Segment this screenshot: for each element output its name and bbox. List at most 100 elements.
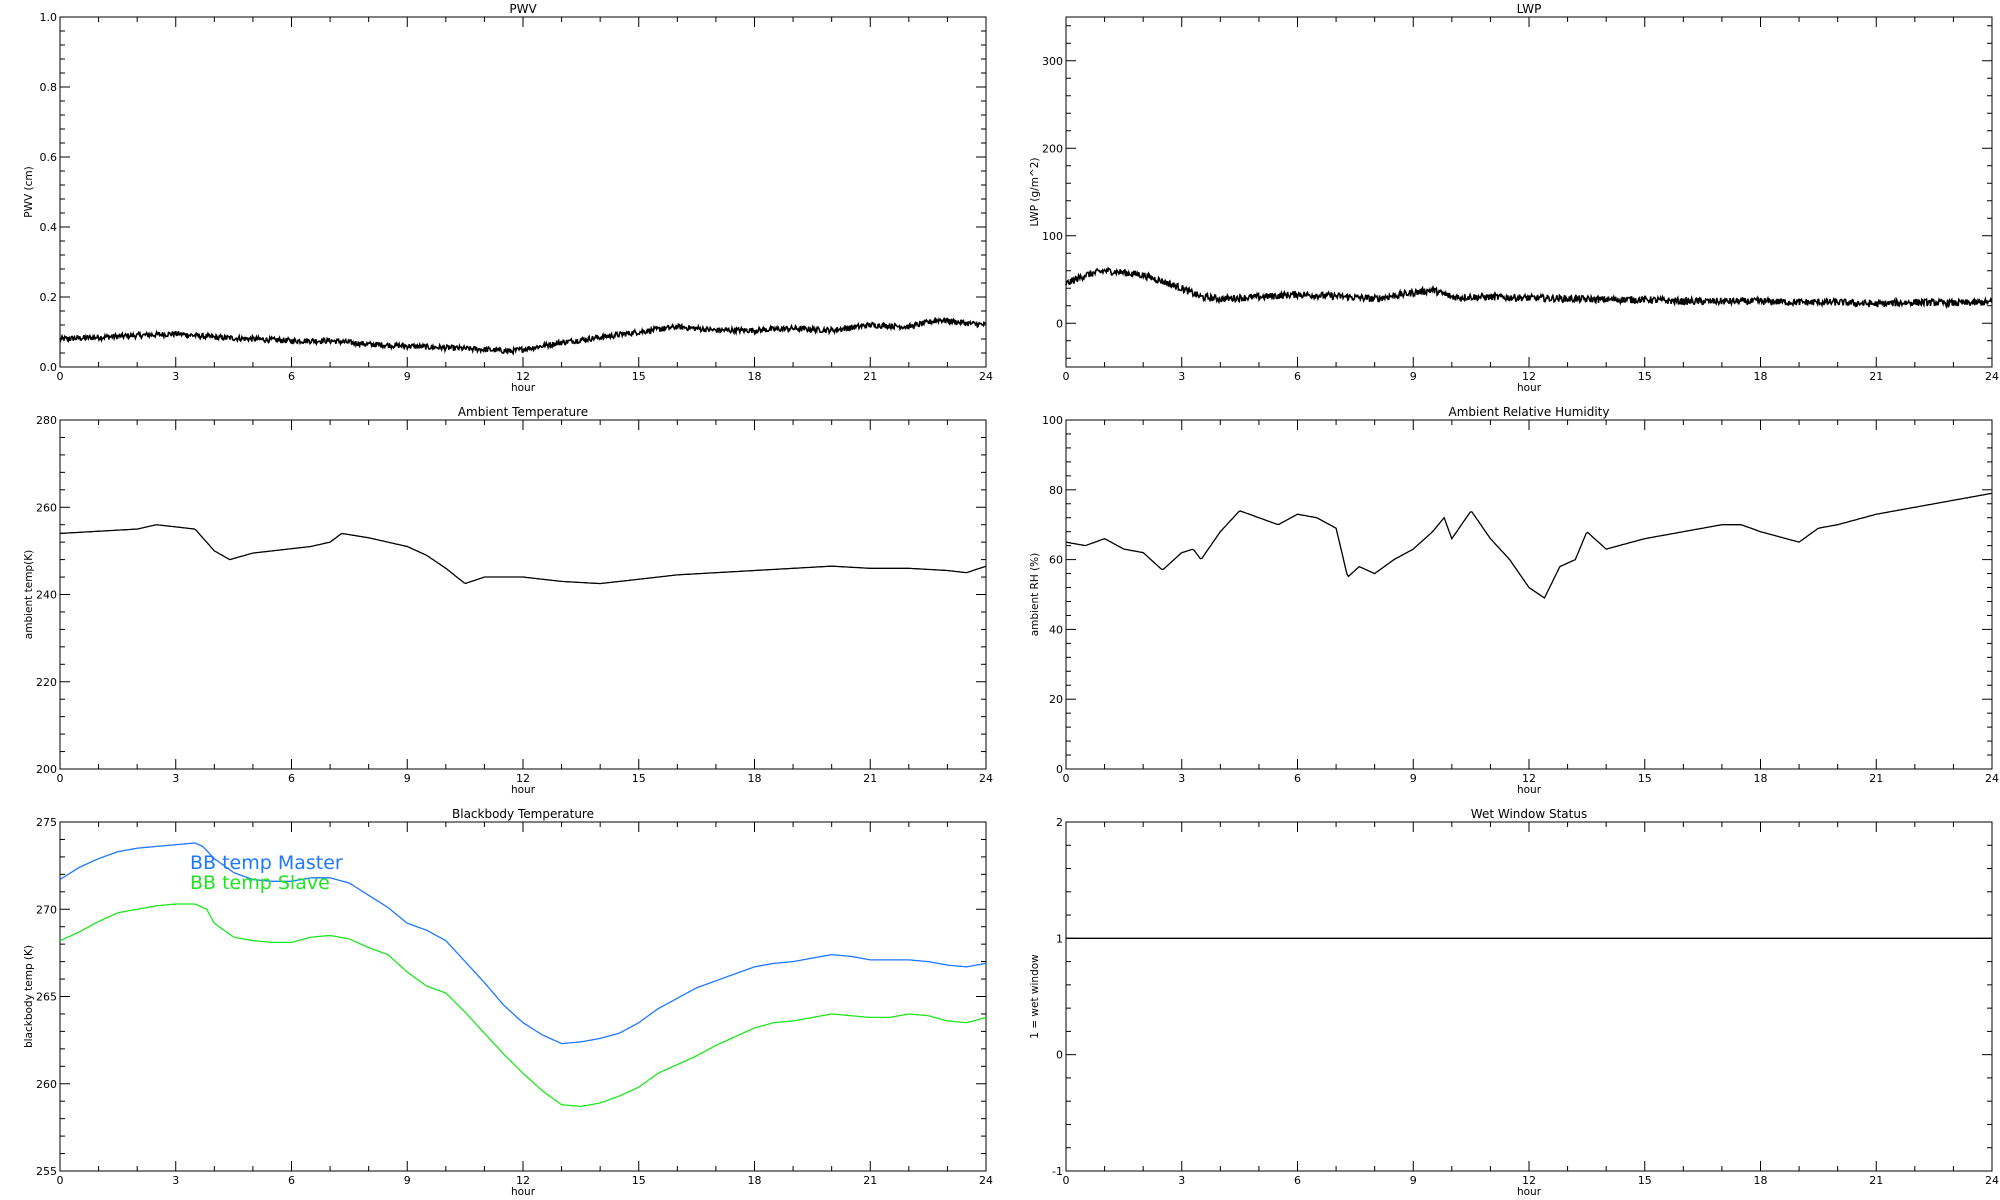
x-tick-label: 15 — [632, 370, 646, 383]
x-tick-label: 12 — [516, 772, 530, 785]
x-tick-label: 9 — [1410, 772, 1417, 785]
y-tick-label: 300 — [1042, 55, 1063, 68]
y-tick-label: 20 — [1049, 693, 1063, 706]
y-tick-label: 265 — [36, 991, 57, 1004]
series-line-pwv — [59, 316, 987, 356]
x-tick-label: 12 — [1522, 1174, 1536, 1187]
x-tick-label: 12 — [516, 370, 530, 383]
x-tick-label: 18 — [1754, 370, 1768, 383]
y-axis-label: 1 = wet window — [1029, 954, 1041, 1039]
x-tick-label: 15 — [1638, 772, 1652, 785]
x-tick-label: 6 — [1294, 772, 1301, 785]
x-tick-label: 3 — [172, 772, 179, 785]
x-axis-label: hour — [1517, 382, 1542, 394]
y-tick-label: 60 — [1049, 554, 1063, 567]
series-line-ambient-temp — [59, 524, 987, 585]
plot-frame — [1065, 419, 1993, 770]
x-tick-label: 12 — [1522, 772, 1536, 785]
x-tick-label: 21 — [1869, 370, 1883, 383]
y-tick-label: 260 — [36, 1078, 57, 1091]
x-tick-label: 24 — [979, 370, 993, 383]
x-axis-label: hour — [511, 1186, 536, 1198]
series-line-lwp — [1065, 266, 1993, 310]
y-tick-label: 0.6 — [40, 151, 58, 164]
x-tick-label: 24 — [1985, 370, 1999, 383]
chart-lwp: LWP 0 3 6 9 12 15 18 21 24 hour 0 100 200 300 LWP (g/m^… — [1029, 2, 1999, 394]
x-tick-label: 21 — [1869, 772, 1883, 785]
chart-ambient-temp: Ambient Temperature 0 3 6 9 12 15 18 21 24 hour 200… — [23, 405, 993, 796]
x-tick-label: 3 — [172, 1174, 179, 1187]
x-tick-label: 3 — [1178, 370, 1185, 383]
x-tick-label: 3 — [1178, 772, 1185, 785]
x-tick-label: 24 — [1985, 1174, 1999, 1187]
x-tick-label: 0 — [1063, 1174, 1070, 1187]
legend-entry: BB temp Slave — [190, 872, 330, 894]
y-tick-label: 275 — [36, 816, 57, 829]
y-tick-label: 1 — [1056, 932, 1063, 945]
y-tick-label: 0.0 — [40, 361, 58, 374]
x-axis-label: hour — [511, 784, 536, 796]
x-tick-label: 15 — [1638, 1174, 1652, 1187]
x-tick-label: 15 — [1638, 370, 1652, 383]
y-tick-label: 1.0 — [40, 11, 58, 24]
y-tick-label: 200 — [1042, 142, 1063, 155]
series-line-bb-temp-master — [59, 842, 987, 1045]
y-tick-label: 2 — [1056, 816, 1063, 829]
x-tick-label: 18 — [748, 1174, 762, 1187]
x-tick-label: 0 — [57, 772, 64, 785]
x-tick-label: 0 — [1063, 772, 1070, 785]
y-tick-label: 80 — [1049, 484, 1063, 497]
y-axis-label: blackbody temp (K) — [23, 945, 35, 1048]
x-axis-label: hour — [1517, 784, 1542, 796]
y-tick-label: 260 — [36, 501, 57, 514]
x-tick-label: 24 — [979, 1174, 993, 1187]
y-tick-label: 100 — [1042, 230, 1063, 243]
y-tick-label: 200 — [36, 763, 57, 776]
x-tick-label: 18 — [748, 772, 762, 785]
x-tick-label: 12 — [516, 1174, 530, 1187]
chart-title: LWP — [1517, 2, 1542, 16]
y-tick-label: 220 — [36, 676, 57, 689]
x-tick-label: 3 — [1178, 1174, 1185, 1187]
chart-title: Wet Window Status — [1471, 807, 1587, 821]
y-axis-label: ambient RH (%) — [1029, 553, 1041, 637]
y-tick-label: -1 — [1052, 1165, 1063, 1178]
chart-ambient-rh: Ambient Relative Humidity 0 3 6 9 12 15 18 21 24 h… — [1029, 405, 1999, 796]
x-tick-label: 12 — [1522, 370, 1536, 383]
x-tick-label: 9 — [1410, 370, 1417, 383]
chart-title: PWV — [509, 2, 537, 16]
x-tick-label: 0 — [57, 370, 64, 383]
x-tick-label: 9 — [404, 772, 411, 785]
series-line-ambient-rh — [1065, 492, 1993, 599]
x-tick-label: 24 — [1985, 772, 1999, 785]
chart-pwv: PWV 0 3 6 9 12 15 18 21 24 hour 0.0 0.2 0.4 0.6 0.8 1.0 P… — [23, 2, 993, 394]
plot-frame — [1065, 16, 1993, 368]
y-tick-label: 0 — [1056, 317, 1063, 330]
y-tick-label: 0.4 — [40, 221, 58, 234]
plot-frame — [1065, 821, 1993, 1172]
chart-title: Ambient Relative Humidity — [1449, 405, 1610, 419]
chart-title: Ambient Temperature — [458, 405, 588, 419]
x-tick-label: 15 — [632, 772, 646, 785]
x-tick-label: 6 — [288, 772, 295, 785]
y-tick-label: 240 — [36, 589, 57, 602]
y-axis-label: PWV (cm) — [23, 166, 35, 217]
chart-title: Blackbody Temperature — [452, 807, 594, 821]
x-tick-label: 6 — [1294, 1174, 1301, 1187]
x-tick-label: 24 — [979, 772, 993, 785]
y-axis-label: ambient temp(K) — [23, 550, 35, 639]
legend-entry: BB temp Master — [190, 852, 343, 874]
x-tick-label: 9 — [404, 370, 411, 383]
y-tick-label: 100 — [1042, 414, 1063, 427]
y-tick-label: 0.2 — [40, 291, 58, 304]
y-tick-label: 0 — [1056, 1049, 1063, 1062]
y-tick-label: 40 — [1049, 623, 1063, 636]
y-tick-label: 0.8 — [40, 81, 58, 94]
y-tick-label: 0 — [1056, 763, 1063, 776]
x-tick-label: 0 — [57, 1174, 64, 1187]
plot-frame — [59, 419, 987, 770]
x-tick-label: 21 — [863, 1174, 877, 1187]
x-tick-label: 9 — [404, 1174, 411, 1187]
x-tick-label: 18 — [1754, 1174, 1768, 1187]
